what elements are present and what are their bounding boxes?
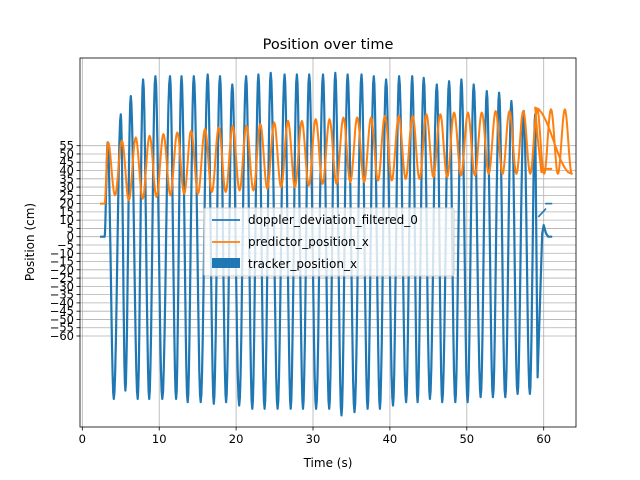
y-tick-label: −20 [50,263,74,277]
x-tick-label: 40 [383,432,398,446]
y-tick-label: 15 [59,205,74,219]
y-tick-label: −25 [50,271,74,285]
y-tick-label: 30 [59,180,74,194]
y-tick-label: 55 [59,139,74,153]
legend-label-doppler: doppler_deviation_filtered_0 [248,213,418,227]
legend-label-predictor: predictor_position_x [248,235,369,249]
y-tick-label: −10 [50,246,74,260]
y-axis-ticks: 5550454035302520151050−5−10−15−20−25−30−… [50,139,80,343]
y-tick-label: −45 [50,304,74,318]
series-predictor-position-line [100,106,573,205]
legend: doppler_deviation_filtered_0 predictor_p… [203,207,455,277]
legend-patch-tracker [212,258,240,268]
y-tick-label: −60 [50,329,74,343]
y-tick-label: −30 [50,279,74,293]
y-axis-label: Position (cm) [23,203,37,281]
x-axis-label: Time (s) [303,456,353,470]
x-tick-label: 60 [536,432,551,446]
plot-frame [79,57,577,428]
y-tick-label: −5 [57,238,74,252]
y-tick-label: 40 [59,164,74,178]
x-tick-label: 30 [306,432,321,446]
legend-box [203,207,455,277]
y-tick-label: −40 [50,296,74,310]
y-tick-label: −35 [50,288,74,302]
y-tick-label: 20 [59,197,74,211]
x-tick-label: 20 [229,432,244,446]
y-tick-label: 25 [59,188,74,202]
legend-label-tracker: tracker_position_x [248,257,357,271]
y-tick-label: −55 [50,321,74,335]
y-tick-label: −15 [50,255,74,269]
y-tick-label: 5 [67,221,74,235]
y-tick-label: 0 [67,230,74,244]
x-tick-label: 0 [79,432,86,446]
x-axis-ticks: 0 10 20 30 40 50 60 [79,427,551,446]
chart-title: Position over time [263,37,394,53]
y-tick-label: 35 [59,172,74,186]
y-tick-label: 45 [59,155,74,169]
series-lines [100,71,573,417]
series-doppler-deviation-line [100,71,553,417]
y-tick-label: −50 [50,312,74,326]
y-tick-label: 10 [59,213,74,227]
series-doppler-deviation-segment [537,208,547,218]
y-tick-label: 50 [59,147,74,161]
x-tick-label: 10 [152,432,167,446]
x-tick-label: 50 [459,432,474,446]
